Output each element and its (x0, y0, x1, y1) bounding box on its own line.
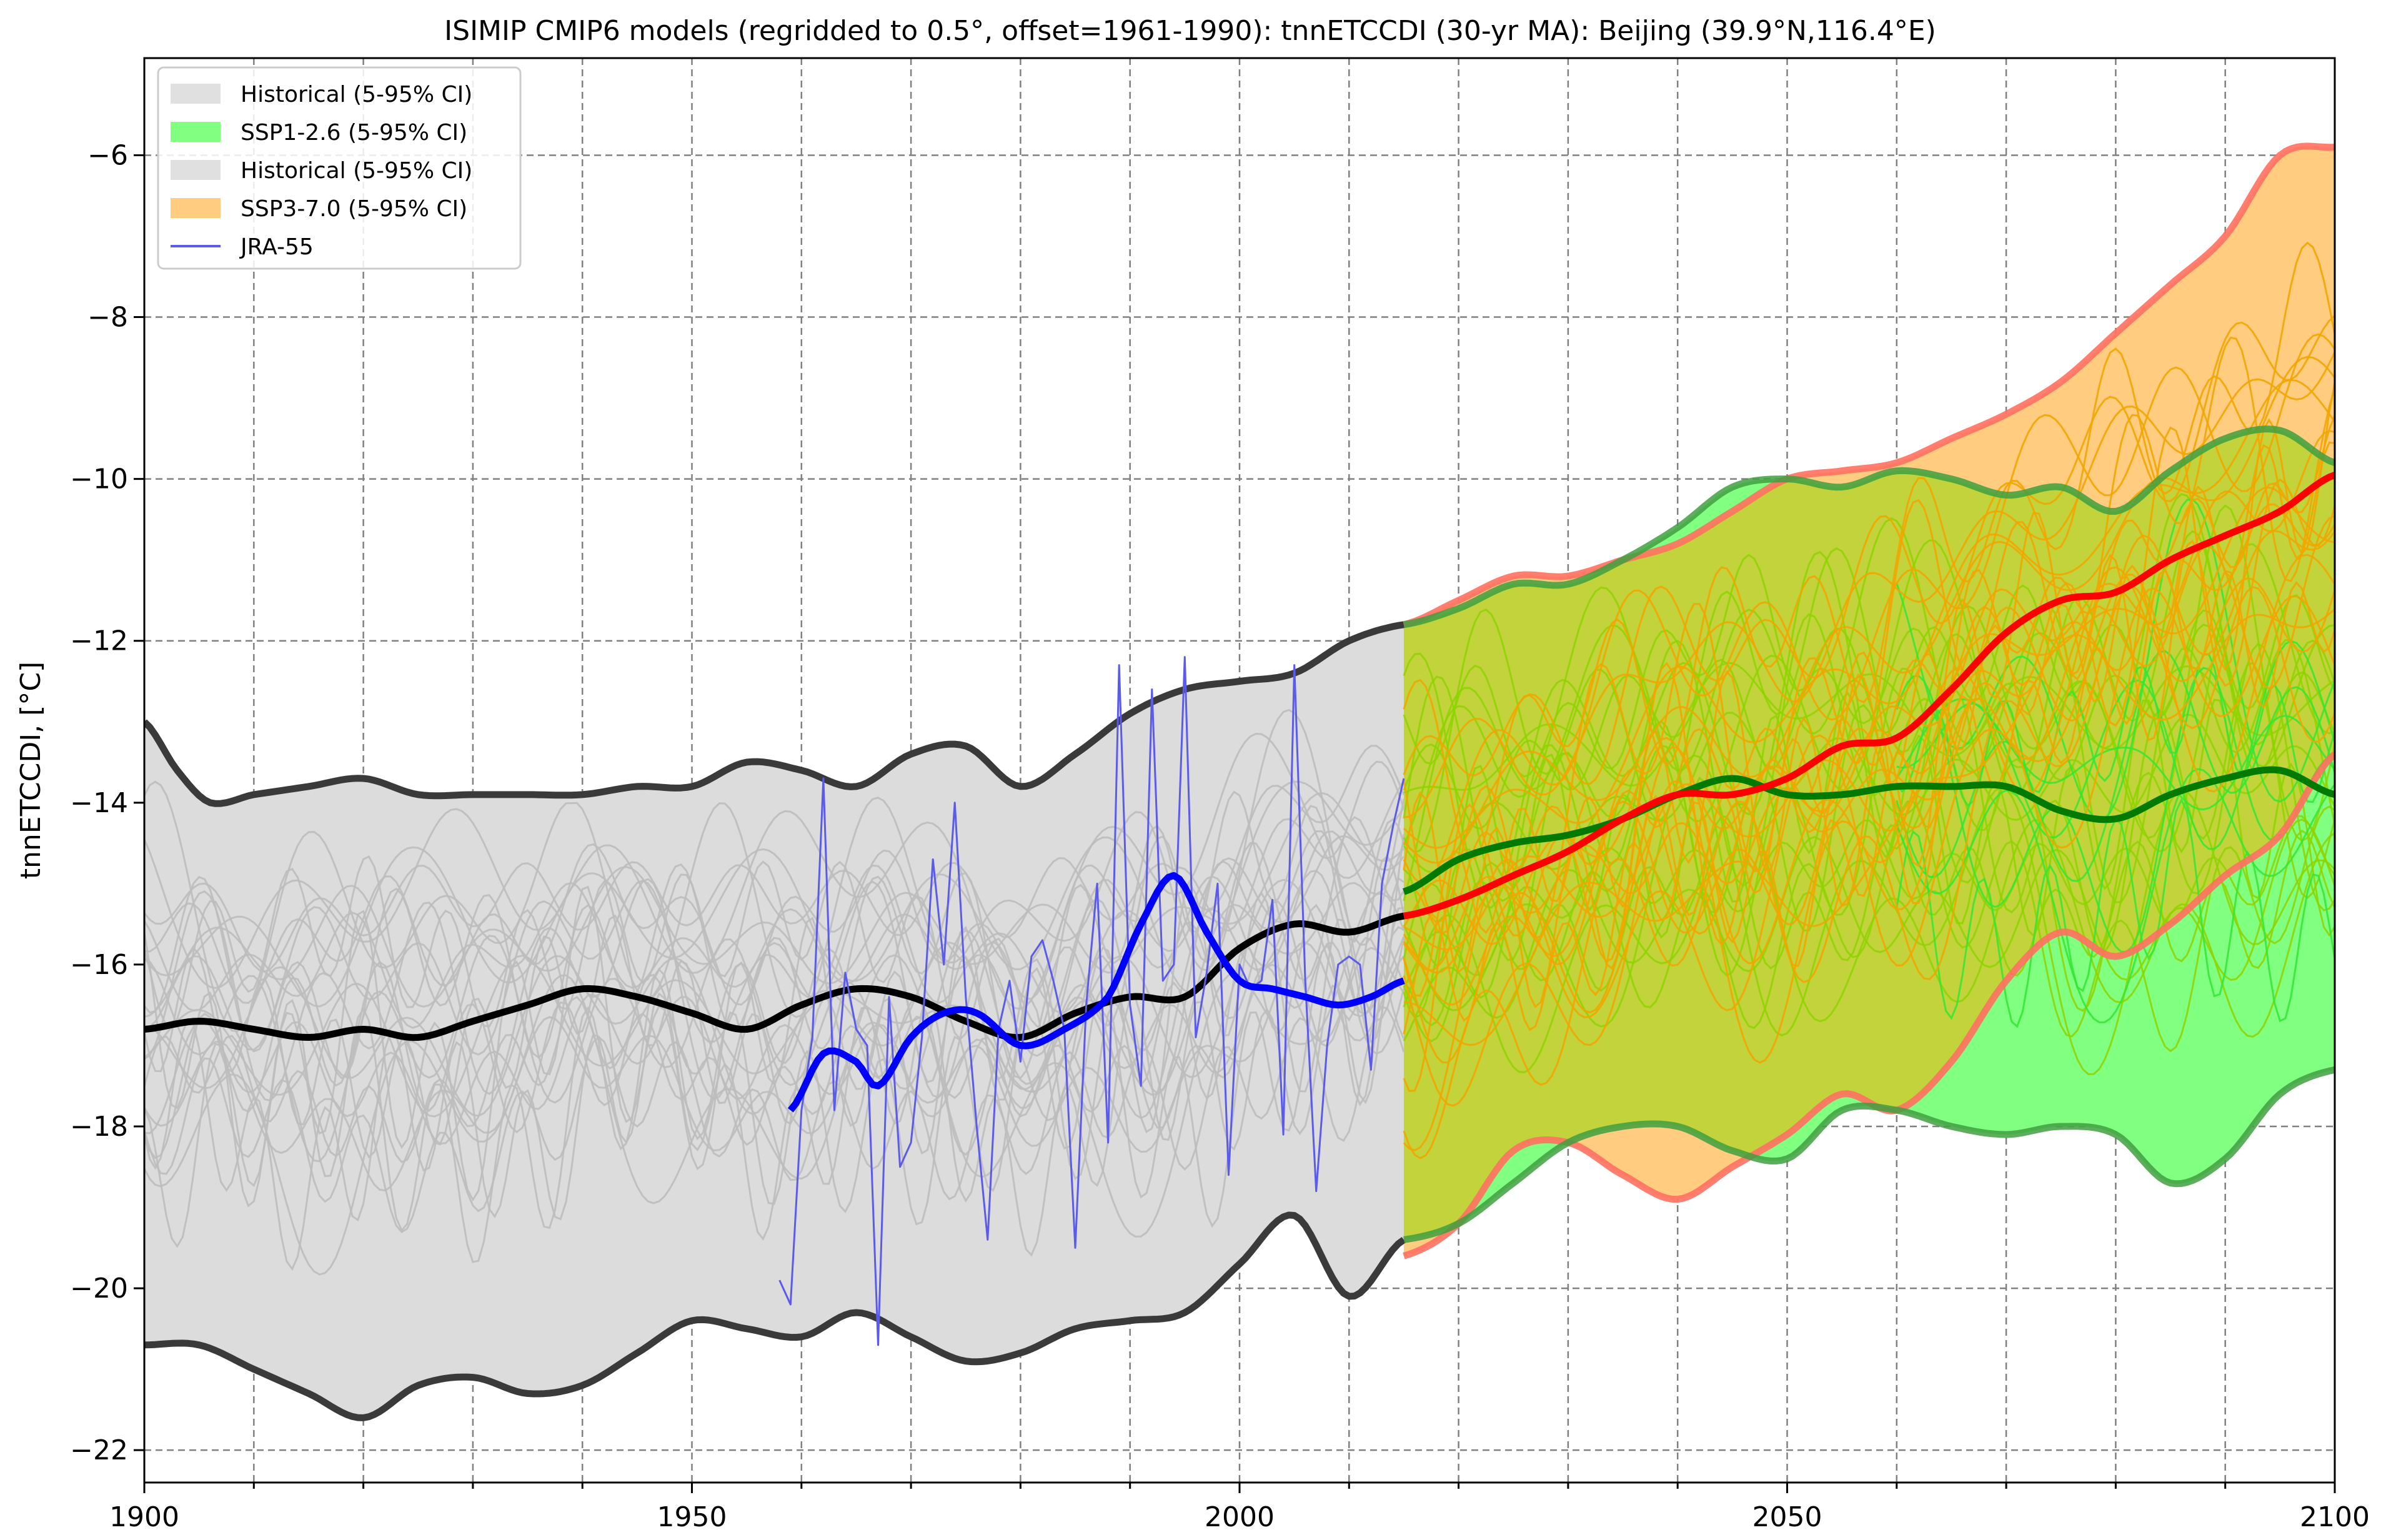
x-tick-label: 1900 (109, 1501, 179, 1533)
ssp370-member-line (1403, 569, 2335, 1035)
ssp126-member-line (1403, 623, 2335, 830)
historical-upper-bound (144, 621, 1404, 807)
ssp126-member-line (1896, 498, 2335, 821)
y-axis: −22 −20 −18 −16 −14 −12 −10 −8 −6 (70, 139, 144, 1466)
plot-area (144, 58, 2335, 1483)
historical-member-line (144, 760, 1405, 1006)
legend-swatch (171, 198, 221, 218)
x-tick-label: 2100 (2300, 1501, 2370, 1533)
y-tick-label: −22 (70, 1434, 128, 1466)
jra55-annual-line (778, 656, 1405, 1346)
historical-member-line (144, 900, 1405, 1160)
historical-member-line (144, 892, 1405, 1276)
ssp370-member-line (1403, 315, 2335, 785)
legend-label: Historical (5-95% CI) (241, 158, 472, 184)
legend-label: Historical (5-95% CI) (241, 82, 472, 107)
ssp370-member-line (1403, 515, 2335, 1064)
y-tick-label: −10 (70, 464, 128, 495)
legend-swatch (171, 160, 221, 180)
historical-member-line (144, 855, 1405, 1159)
ssp370-member-line (1403, 441, 2335, 997)
ssp126-member-line (1403, 642, 2335, 1012)
summary-lines (144, 142, 2335, 1421)
ssp126-member-line (1896, 667, 2335, 953)
ssp126-member-line (1403, 662, 2335, 794)
historical-member-line (144, 907, 1404, 1271)
ssp126-upper-bound (1403, 425, 2335, 628)
legend-swatch (171, 84, 221, 104)
x-tick-label: 2000 (1205, 1501, 1275, 1533)
ssp126-lower-bound (1403, 1066, 2335, 1243)
ensemble-members (144, 241, 2335, 1276)
y-tick-label: −20 (70, 1273, 128, 1304)
x-axis: 1900 1950 2000 2050 2100 (109, 1483, 2370, 1533)
y-tick-label: −18 (70, 1111, 128, 1143)
legend-label: JRA-55 (239, 234, 314, 260)
historical-member-line (144, 926, 1404, 1163)
ci-overlap-band (1403, 429, 2335, 1240)
legend-box (157, 66, 522, 270)
y-tick-label: −6 (87, 139, 128, 171)
historical-member-line (144, 870, 1405, 1163)
ssp126-member-line (1403, 493, 2335, 846)
ssp126-member-line (1403, 662, 2335, 1019)
legend-label: SSP1-2.6 (5-95% CI) (241, 120, 467, 146)
ssp126-member-line (1896, 653, 2335, 807)
historical-member-line (144, 732, 1405, 1010)
historical-lower-bound (144, 1211, 1406, 1421)
ssp126-mean-line (1403, 766, 2335, 895)
x-tick-label: 1950 (657, 1501, 727, 1533)
y-tick-label: −12 (70, 625, 128, 657)
ssp370-member-line (1403, 333, 2335, 884)
y-tick-label: −8 (87, 302, 128, 334)
jra55-moving-average-line (787, 872, 1405, 1113)
ssp370-member-line (1403, 554, 2335, 1151)
ssp370-member-line (1403, 530, 2335, 974)
legend: Historical (5-95% CI) SSP1-2.6 (5-95% CI)… (157, 66, 522, 270)
chart-title: ISIMIP CMIP6 models (regridded to 0.5°, … (444, 15, 1936, 47)
ssp370-member-line (1403, 587, 2335, 1107)
y-tick-label: −14 (70, 787, 128, 819)
historical-member-line (144, 877, 1404, 1263)
legend-label: SSP3-7.0 (5-95% CI) (241, 196, 467, 222)
y-tick-label: −16 (70, 949, 128, 981)
ssp370-lower-bound (1403, 752, 2335, 1259)
x-tick-label: 2050 (1752, 1501, 1822, 1533)
y-axis-label: tnnETCCDI, [°C] (15, 662, 47, 879)
ssp126-member-line (1896, 768, 2335, 1023)
ssp370-member-line (1403, 355, 2335, 864)
ssp370-member-line (1403, 503, 2335, 971)
historical-member-line (144, 790, 1405, 1041)
ssp370-mean-line (1403, 472, 2335, 920)
ssp370-member-line (1403, 566, 2335, 1014)
ssp370-upper-bound (1403, 142, 2335, 628)
legend-swatch (171, 122, 221, 142)
ssp370-member-line (1403, 415, 2335, 935)
ssp126-member-line (1403, 802, 2335, 1074)
historical-member-line (144, 1005, 1405, 1233)
ssp370-member-line (1403, 609, 2335, 1046)
